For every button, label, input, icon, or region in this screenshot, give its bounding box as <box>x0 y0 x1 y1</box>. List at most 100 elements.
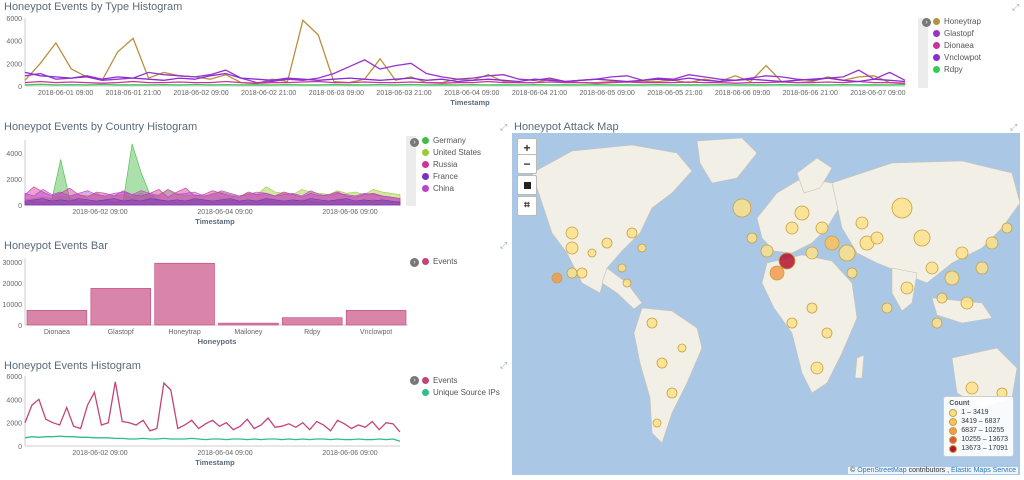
series-line-dionaea[interactable] <box>24 80 906 84</box>
attack-bubble[interactable] <box>626 227 638 239</box>
attribution-text: contributors , <box>908 467 950 474</box>
series-area-germany[interactable] <box>24 143 401 206</box>
attack-bubble[interactable] <box>565 241 579 255</box>
attack-bubble[interactable] <box>891 197 913 219</box>
legend-item-events[interactable]: Events <box>422 374 500 386</box>
legend-item-united-states[interactable]: United States <box>422 146 481 158</box>
legend-toggle-icon[interactable] <box>410 138 419 147</box>
attack-bubble[interactable] <box>855 216 869 230</box>
attack-bubble[interactable] <box>925 261 939 275</box>
attack-bubble[interactable] <box>732 198 752 218</box>
series-line-vnclowpot[interactable] <box>24 71 906 83</box>
expand-icon[interactable]: ⤢ <box>1012 2 1020 12</box>
attack-bubble[interactable] <box>656 357 668 369</box>
attack-bubble[interactable] <box>566 267 578 279</box>
legend-item-vnclowpot[interactable]: Vnclowpot <box>933 51 981 63</box>
map-legend-item: 13673 – 17091 <box>949 444 1008 453</box>
x-tick-label: 2018-06-02 09:00 <box>72 450 127 457</box>
panel-title: Honeypot Attack Map <box>514 121 619 133</box>
attack-bubble[interactable] <box>805 246 819 260</box>
bar-honeytrap[interactable] <box>154 262 215 326</box>
series-area-china[interactable] <box>24 189 401 206</box>
attack-bubble[interactable] <box>794 205 810 221</box>
attack-bubble[interactable] <box>936 292 948 304</box>
legend-item-honeytrap[interactable]: Honeytrap <box>933 15 981 27</box>
bar-glastopf[interactable] <box>90 288 151 326</box>
attack-bubble[interactable] <box>821 327 833 339</box>
legend-item-france[interactable]: France <box>422 170 481 182</box>
ems-link[interactable]: Elastic Maps Service <box>951 467 1016 474</box>
expand-icon[interactable]: ⤢ <box>500 122 508 132</box>
expand-icon[interactable]: ⤢ <box>500 360 508 370</box>
attack-bubble[interactable] <box>769 265 785 281</box>
bar-mailoney[interactable] <box>218 322 279 326</box>
attack-bubble[interactable] <box>955 246 969 260</box>
legend-item-russia[interactable]: Russia <box>422 158 481 170</box>
attack-bubble[interactable] <box>965 381 979 395</box>
attack-bubble[interactable] <box>846 267 858 279</box>
attack-bubble[interactable] <box>900 281 914 295</box>
legend-item-germany[interactable]: Germany <box>422 134 481 146</box>
x-axis-title: Timestamp <box>195 458 235 467</box>
legend-item-glastopf[interactable]: Glastopf <box>933 27 981 39</box>
legend-item-rdpy[interactable]: Rdpy <box>933 63 981 75</box>
legend-item-unique-source-ips[interactable]: Unique Source IPs <box>422 386 500 398</box>
attack-map[interactable]: + − ⌗ Count 1 – 3419 3419 – 6837 6837 – 10… <box>512 133 1020 475</box>
crop-button[interactable]: ⌗ <box>517 196 537 216</box>
attack-bubble[interactable] <box>913 229 931 247</box>
attack-bubble[interactable] <box>985 236 999 250</box>
attack-bubble[interactable] <box>838 244 856 262</box>
legend-item-dionaea[interactable]: Dionaea <box>933 39 981 51</box>
attack-bubble[interactable] <box>824 235 840 251</box>
bar-rdpy[interactable] <box>282 317 343 326</box>
attack-bubble[interactable] <box>565 226 579 240</box>
attack-bubble[interactable] <box>677 343 687 353</box>
attack-bubble[interactable] <box>622 278 632 288</box>
osm-link[interactable]: OpenStreetMap <box>857 467 907 474</box>
attack-bubble[interactable] <box>881 302 893 314</box>
legend-item-events[interactable]: Events <box>422 255 457 267</box>
y-tick-label: 0 <box>18 323 22 330</box>
attack-bubble[interactable] <box>975 261 989 275</box>
attack-bubble[interactable] <box>652 418 662 428</box>
series-line-events[interactable] <box>24 381 401 433</box>
attack-bubble[interactable] <box>601 237 613 249</box>
attack-bubble[interactable] <box>576 267 588 279</box>
attack-bubble[interactable] <box>1001 222 1013 234</box>
attack-bubble[interactable] <box>666 387 678 399</box>
attack-bubble[interactable] <box>810 361 824 375</box>
attack-bubble[interactable] <box>806 302 818 314</box>
world-map[interactable] <box>512 133 1020 475</box>
expand-icon[interactable]: ⤢ <box>1010 122 1018 132</box>
fit-bounds-button[interactable] <box>517 175 537 195</box>
attack-bubble[interactable] <box>778 252 796 270</box>
attack-bubble[interactable] <box>646 317 658 329</box>
attack-bubble[interactable] <box>870 231 884 245</box>
attack-bubble[interactable] <box>944 270 960 286</box>
legend-item-china[interactable]: China <box>422 182 481 194</box>
series-line-rdpy[interactable] <box>24 83 906 86</box>
attack-bubble[interactable] <box>931 317 943 329</box>
attack-bubble[interactable] <box>617 263 627 273</box>
expand-icon[interactable]: ⤢ <box>500 240 508 250</box>
legend-toggle-icon[interactable] <box>410 376 419 385</box>
attack-bubble[interactable] <box>587 248 597 258</box>
series-area-russia[interactable] <box>24 186 401 206</box>
series-line-unique-source-ips[interactable] <box>24 435 401 442</box>
zoom-out-button[interactable]: − <box>517 154 537 174</box>
series-area-france[interactable] <box>24 198 401 206</box>
bar-dionaea[interactable] <box>26 310 88 326</box>
series-line-honeytrap[interactable] <box>24 19 906 85</box>
attack-bubble[interactable] <box>551 272 563 284</box>
attack-bubble[interactable] <box>786 317 798 329</box>
legend-toggle-icon[interactable] <box>410 258 419 267</box>
attack-bubble[interactable] <box>785 221 799 235</box>
legend-toggle-icon[interactable] <box>922 18 931 27</box>
series-line-glastopf[interactable] <box>24 59 906 84</box>
attack-bubble[interactable] <box>746 232 758 244</box>
attack-bubble[interactable] <box>637 243 647 253</box>
attack-bubble[interactable] <box>815 221 829 235</box>
attack-bubble[interactable] <box>760 244 774 258</box>
bar-vnclowpot[interactable] <box>345 310 407 326</box>
attack-bubble[interactable] <box>960 296 974 310</box>
